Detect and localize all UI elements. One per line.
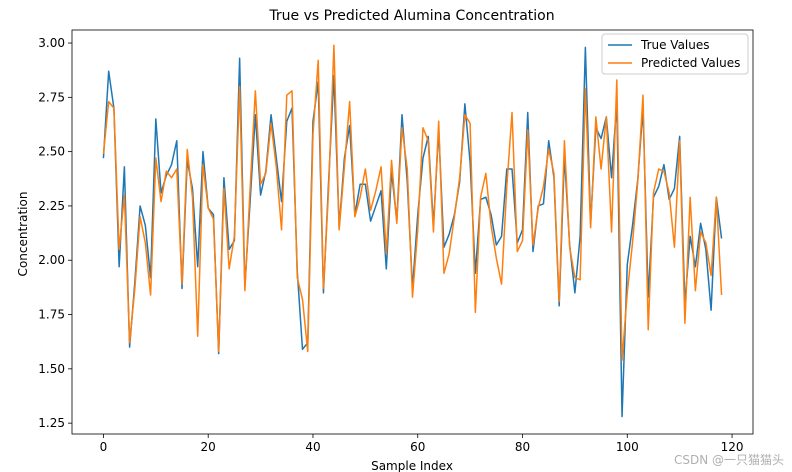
x-tick-label: 80	[515, 440, 530, 454]
series-line-predicted-values	[102, 44, 723, 361]
y-tick-label: 2.50	[38, 145, 65, 159]
chart-title: True vs Predicted Alumina Concentration	[268, 8, 554, 24]
legend-label: Predicted Values	[641, 56, 740, 70]
x-tick-label: 0	[100, 440, 108, 454]
legend-box	[601, 33, 749, 75]
plot-area: 0 20 40 60 80 100 120 1.25 1.50 1.75 2.00 2.25 2.50 2…	[38, 29, 754, 454]
y-tick-label: 2.00	[38, 253, 65, 267]
legend: True Values Predicted Values	[601, 33, 749, 75]
y-tick-label: 3.00	[38, 36, 65, 50]
watermark-text: CSDN @一只猫猫头	[674, 453, 784, 467]
y-tick-label: 1.75	[38, 308, 65, 322]
x-tick-label: 120	[721, 440, 744, 454]
y-tick-label: 2.25	[38, 199, 65, 213]
x-tick-label: 60	[410, 440, 425, 454]
y-tick-label: 1.50	[38, 362, 65, 376]
x-tick-label: 100	[616, 440, 639, 454]
x-tick-label: 20	[201, 440, 216, 454]
y-tick-label: 2.75	[38, 90, 65, 104]
y-tick-label: 1.25	[38, 416, 65, 430]
y-axis-title: Concentration	[16, 192, 30, 277]
axes-frame	[71, 29, 754, 435]
x-tick-label: 40	[305, 440, 320, 454]
legend-label: True Values	[640, 38, 710, 52]
x-axis-title: Sample Index	[371, 459, 453, 472]
